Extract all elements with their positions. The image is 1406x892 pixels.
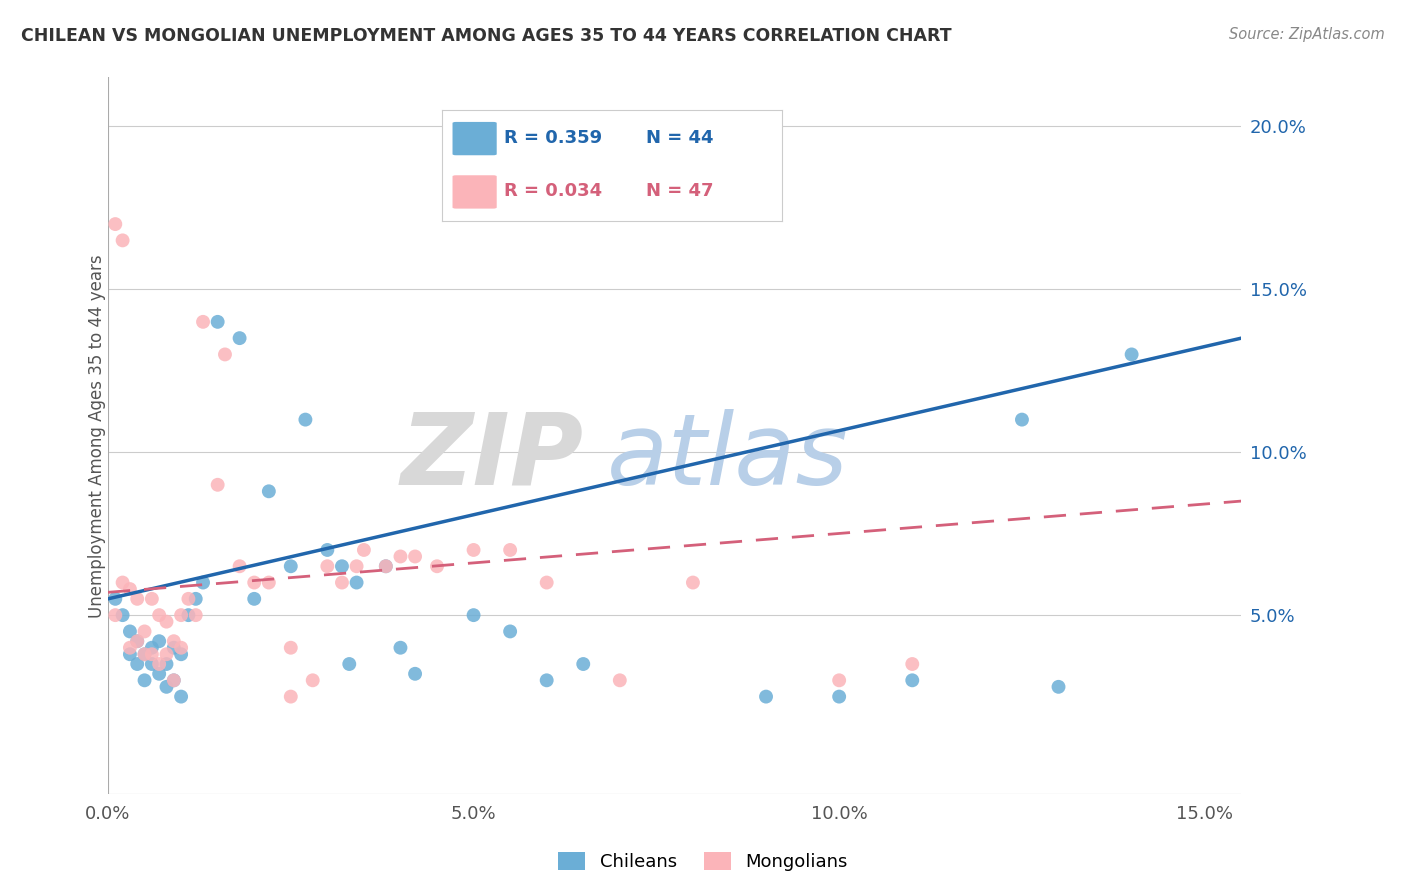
Point xyxy=(609,673,631,688)
Point xyxy=(111,575,134,590)
Point xyxy=(141,647,163,661)
Point xyxy=(426,559,449,574)
Point xyxy=(118,582,141,596)
Point xyxy=(148,657,170,671)
Point xyxy=(148,666,170,681)
Point xyxy=(463,608,485,623)
Point xyxy=(316,543,339,558)
Text: ZIP: ZIP xyxy=(401,409,583,506)
Point xyxy=(901,673,924,688)
Point xyxy=(118,647,141,661)
Point xyxy=(111,233,134,247)
Point xyxy=(1047,680,1070,694)
Point xyxy=(141,657,163,671)
Point xyxy=(389,640,412,655)
Text: CHILEAN VS MONGOLIAN UNEMPLOYMENT AMONG AGES 35 TO 44 YEARS CORRELATION CHART: CHILEAN VS MONGOLIAN UNEMPLOYMENT AMONG … xyxy=(21,27,952,45)
Point xyxy=(755,185,778,199)
Point xyxy=(536,575,558,590)
Legend: Chileans, Mongolians: Chileans, Mongolians xyxy=(551,845,855,879)
Point xyxy=(682,575,704,590)
Point xyxy=(155,657,177,671)
Point xyxy=(572,657,595,671)
Point xyxy=(148,634,170,648)
Point xyxy=(184,608,207,623)
Point xyxy=(141,591,163,606)
Point xyxy=(170,647,193,661)
Point xyxy=(294,412,316,426)
Point xyxy=(389,549,412,564)
Point xyxy=(280,640,302,655)
Point xyxy=(163,640,186,655)
Point xyxy=(214,347,236,361)
Point xyxy=(104,608,127,623)
Point xyxy=(177,608,200,623)
Point xyxy=(155,615,177,629)
Point xyxy=(104,217,127,231)
Point xyxy=(177,591,200,606)
Point xyxy=(1011,412,1033,426)
Point xyxy=(155,647,177,661)
Point xyxy=(127,591,149,606)
Point xyxy=(118,624,141,639)
Point xyxy=(134,624,156,639)
Point xyxy=(184,591,207,606)
Point xyxy=(301,673,323,688)
Point xyxy=(346,575,368,590)
Point xyxy=(404,549,426,564)
Point xyxy=(330,575,353,590)
Point xyxy=(228,331,250,345)
Point xyxy=(353,543,375,558)
Point xyxy=(374,559,396,574)
Point xyxy=(163,673,186,688)
Point xyxy=(536,673,558,688)
Point xyxy=(207,477,229,491)
Point xyxy=(243,575,266,590)
Point xyxy=(346,559,368,574)
Point xyxy=(191,315,214,329)
Point xyxy=(141,640,163,655)
Point xyxy=(828,690,851,704)
Point xyxy=(1121,347,1143,361)
Point xyxy=(280,690,302,704)
Point xyxy=(404,666,426,681)
Point xyxy=(155,680,177,694)
Point xyxy=(118,640,141,655)
Point xyxy=(127,657,149,671)
Point xyxy=(330,559,353,574)
Point xyxy=(257,575,280,590)
Point xyxy=(257,484,280,499)
Point xyxy=(134,647,156,661)
Point xyxy=(755,690,778,704)
Y-axis label: Unemployment Among Ages 35 to 44 years: Unemployment Among Ages 35 to 44 years xyxy=(89,254,105,618)
Point xyxy=(104,591,127,606)
Point xyxy=(191,575,214,590)
Point xyxy=(170,640,193,655)
Point xyxy=(499,543,522,558)
Text: Source: ZipAtlas.com: Source: ZipAtlas.com xyxy=(1229,27,1385,42)
Point xyxy=(374,559,396,574)
Point xyxy=(316,559,339,574)
Point xyxy=(111,608,134,623)
Point xyxy=(243,591,266,606)
Point xyxy=(207,315,229,329)
Text: atlas: atlas xyxy=(606,409,848,506)
Point xyxy=(148,608,170,623)
Point xyxy=(499,624,522,639)
Point xyxy=(163,634,186,648)
Point xyxy=(127,634,149,648)
Point xyxy=(134,673,156,688)
Point xyxy=(170,608,193,623)
Point xyxy=(127,634,149,648)
Point xyxy=(170,690,193,704)
Point xyxy=(828,673,851,688)
Point xyxy=(163,673,186,688)
Point xyxy=(228,559,250,574)
Point xyxy=(901,657,924,671)
Point xyxy=(337,657,360,671)
Point xyxy=(280,559,302,574)
Point xyxy=(134,647,156,661)
Point xyxy=(463,543,485,558)
